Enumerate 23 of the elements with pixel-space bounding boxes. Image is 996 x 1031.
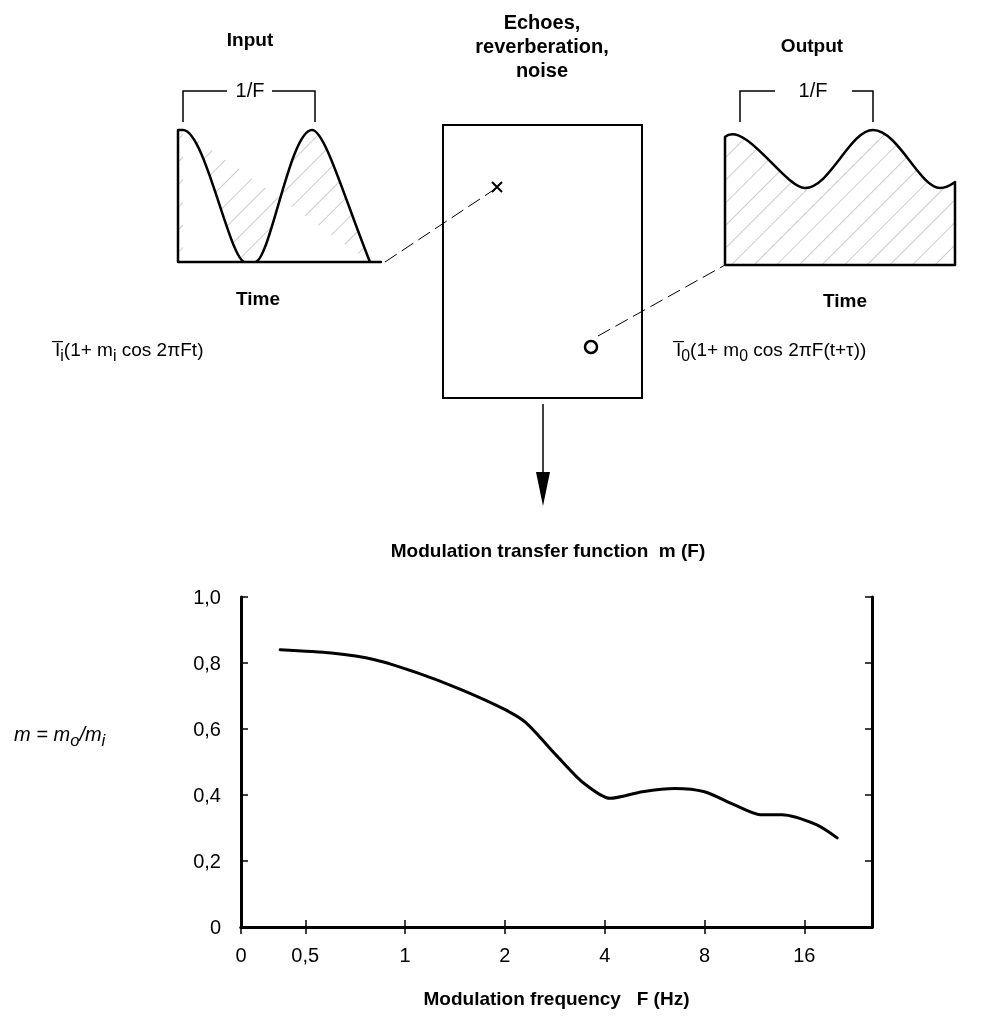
text: Time bbox=[822, 290, 868, 313]
y-tick-label: 0,8 bbox=[193, 652, 221, 674]
x-tick-label: 0,5 bbox=[291, 944, 320, 966]
x-tick-label: 8 bbox=[698, 944, 711, 966]
y-tick-label: 1,0 bbox=[193, 586, 221, 608]
text: 1/F bbox=[235, 78, 265, 102]
chart-title: Modulation transfer function m (F) bbox=[390, 540, 706, 561]
x-tick-label: 4 bbox=[599, 944, 611, 966]
text: Output bbox=[780, 35, 844, 58]
x-axis-title: Modulation frequency F (Hz) bbox=[423, 988, 690, 1009]
text: 1/F bbox=[798, 78, 828, 102]
text: Time bbox=[235, 288, 281, 311]
y-tick-label: 0,2 bbox=[193, 850, 221, 872]
y-tick-label: 0 bbox=[209, 916, 221, 938]
x-tick-label: 2 bbox=[499, 944, 511, 966]
text: Input bbox=[226, 29, 274, 52]
x-tick-label: 16 bbox=[793, 944, 816, 966]
x-tick-label: 0 bbox=[235, 944, 247, 966]
y-tick-label: 0,4 bbox=[193, 784, 221, 806]
y-axis-title: m = m$_{o}$/m$_{i}$ bbox=[14, 722, 106, 751]
y-tick-label: 0,6 bbox=[193, 718, 221, 740]
x-tick-label: 1 bbox=[399, 944, 411, 966]
text: Echoes, reverberation, noise bbox=[474, 10, 610, 82]
